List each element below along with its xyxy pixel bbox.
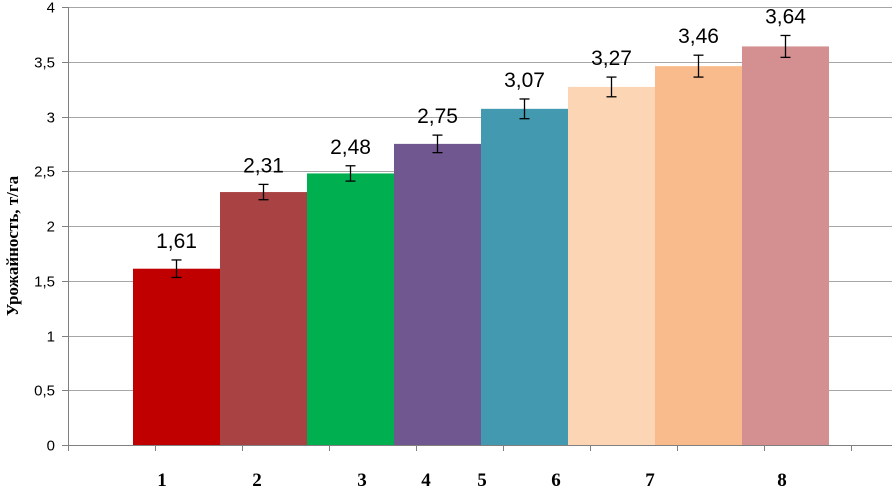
bar (742, 46, 829, 446)
x-category-label-5: 5 (477, 470, 487, 491)
y-tick-label: 1,5 (34, 274, 55, 291)
bar (220, 192, 307, 445)
data-label: 2,75 (417, 105, 458, 128)
data-label: 3,46 (678, 25, 719, 48)
y-axis-label: Урожайность, т/га (3, 175, 22, 317)
y-tick-label: 4 (47, 0, 55, 17)
bar (568, 86, 655, 445)
y-tick-label: 2 (47, 219, 55, 236)
x-category-label-8: 8 (777, 470, 787, 491)
data-label: 3,27 (591, 47, 632, 70)
x-category-label-3: 3 (357, 470, 367, 491)
x-category-label-7: 7 (645, 470, 655, 491)
x-category-label-6: 6 (551, 470, 561, 491)
data-label: 3,64 (765, 5, 806, 28)
y-tick-label: 1 (47, 329, 55, 346)
data-label: 2,48 (330, 136, 371, 159)
y-tick-label: 3,5 (34, 55, 55, 72)
bar (307, 173, 394, 445)
bar (133, 268, 220, 445)
y-tick-label: 3 (47, 110, 55, 127)
y-tick-label: 0 (47, 438, 55, 455)
x-category-label-1: 1 (157, 470, 167, 491)
data-label: 2,31 (243, 154, 284, 177)
data-label: 1,61 (156, 230, 197, 253)
bar (481, 108, 568, 446)
x-category-label-2: 2 (252, 470, 262, 491)
bar (655, 66, 742, 445)
x-category-label-4: 4 (421, 470, 431, 491)
y-tick-label: 2,5 (34, 164, 55, 181)
bar (394, 143, 481, 445)
data-label: 3,07 (504, 69, 545, 92)
y-tick-label: 0,5 (34, 383, 55, 400)
